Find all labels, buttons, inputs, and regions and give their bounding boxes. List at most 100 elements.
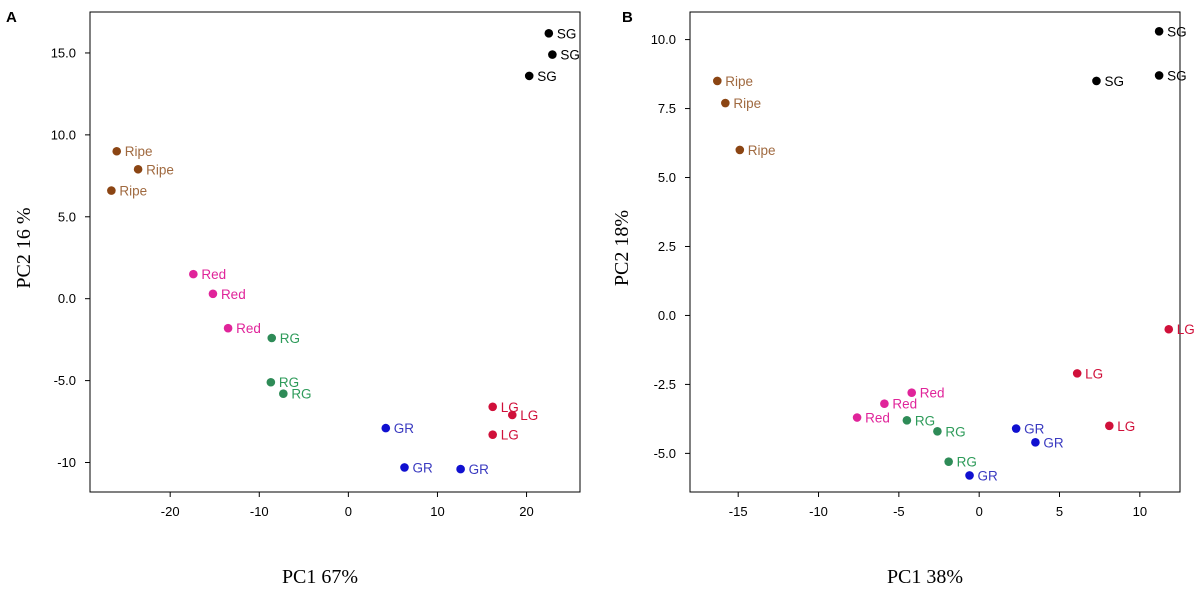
panel-b-point-lg-14 — [1105, 421, 1114, 431]
panel-b-point-label-12: LG — [1177, 322, 1195, 337]
panel-b-x-tick-label-0: -15 — [729, 504, 748, 519]
panel-b-point-ripe-5 — [735, 145, 745, 155]
panel-a-point-label-6: Red — [201, 267, 226, 282]
panel-b-point-label-5: Ripe — [748, 143, 776, 158]
panel-b-point-label-10: RG — [945, 424, 965, 439]
panel-b-point-label-17: GR — [978, 468, 999, 483]
panel-a-y-tick-label-2: 5.0 — [58, 209, 76, 224]
panel-b-point-label-1: SG — [1167, 68, 1187, 83]
panel-b-point-label-13: LG — [1085, 366, 1103, 381]
panel-b-point-label-2: SG — [1104, 74, 1124, 89]
panel-b-point-rg-11 — [944, 457, 953, 466]
panel-a-point-label-11: RG — [291, 387, 311, 402]
panel-b-point-lg-13 — [1072, 369, 1082, 378]
panel-b-point-rg-10 — [933, 427, 942, 436]
panel-a-point-label-10: RG — [279, 375, 299, 390]
panel-b-point-gr-16 — [1031, 438, 1040, 447]
panel-b-y-tick-label-2: 5.0 — [658, 170, 676, 185]
panel-b-point-label-16: GR — [1043, 435, 1064, 450]
panel-b-point-gr-17 — [965, 471, 974, 480]
panel-a-point-label-9: RG — [280, 331, 300, 346]
panel-b-point-gr-15 — [1011, 424, 1021, 433]
panel-a-point-label-14: LG — [501, 428, 519, 443]
panel-a-point-red-8 — [223, 323, 233, 333]
panel-a-point-red-6 — [189, 269, 198, 279]
panel-b-ticks: -15 -10 -5 0 5 10 10.0 7.5 5.0 2.5 0.0 -2.5 -5.0 — [651, 32, 1147, 519]
panel-a-point-label-3: Ripe — [125, 144, 153, 159]
panel-a-point-gr-15 — [381, 423, 391, 433]
panel-a-point-label-8: Red — [236, 321, 261, 336]
panel-a-point-label-15: GR — [394, 421, 415, 436]
panel-a-y-axis-label: PC2 16 % — [13, 207, 35, 288]
panel-b-point-label-3: Ripe — [725, 74, 753, 89]
panel-b-y-tick-label-5: -2.5 — [654, 377, 676, 392]
panel-a-ticks: -20 -10 0 10 20 15.0 10.0 5.0 0.0 -5.0 -10 — [51, 45, 534, 519]
panel-b-point-label-11: RG — [957, 455, 977, 470]
panel-a-point-rg-11 — [279, 389, 288, 399]
panel-b-point-red-7 — [880, 399, 889, 409]
panel-a-y-tick-label-3: 0.0 — [58, 291, 76, 306]
panel-a-point-label-0: SG — [557, 26, 577, 41]
panel-b-y-tick-label-0: 10.0 — [651, 32, 676, 47]
panel-a-point-gr-16 — [400, 463, 409, 472]
panel-a-point-label-5: Ripe — [119, 184, 147, 199]
panel-b-point-label-4: Ripe — [733, 96, 761, 111]
panel-b-x-axis-label: PC1 38% — [887, 566, 963, 588]
panel-b-x-tick-label-1: -10 — [809, 504, 828, 519]
panel-a-points: SGSGSGRipeRipeRipeRedRedRedRGRGRGLGLGLGG… — [107, 26, 580, 477]
panel-a-point-label-12: LG — [501, 400, 519, 415]
panel-b-point-label-14: LG — [1117, 419, 1135, 434]
panel-a-point-lg-14 — [488, 430, 497, 439]
panel-a-y-tick-label-4: -5.0 — [54, 373, 76, 388]
panel-b-x-tick-label-3: 0 — [976, 504, 983, 519]
panel-b-point-lg-12 — [1164, 324, 1174, 334]
panel-a-x-axis-label: PC1 67% — [282, 566, 358, 588]
panel-a-label: A — [6, 9, 17, 26]
panel-b-point-sg-2 — [1092, 76, 1101, 86]
panel-a-x-tick-label-2: 0 — [345, 504, 352, 519]
panel-a-point-sg-2 — [524, 71, 534, 81]
panel-b-y-tick-label-4: 0.0 — [658, 308, 676, 323]
panel-a-x-tick-label-4: 20 — [519, 504, 533, 519]
panel-b-point-rg-9 — [902, 415, 912, 425]
panel-b-x-tick-label-4: 5 — [1056, 504, 1063, 519]
panel-b-x-tick-label-2: -5 — [893, 504, 905, 519]
panel-a-point-label-16: GR — [412, 460, 433, 475]
panel-a-point-ripe-4 — [133, 164, 143, 174]
panel-a-point-label-1: SG — [560, 48, 580, 63]
panel-a-point-red-7 — [208, 289, 218, 299]
panel-a-point-lg-13 — [507, 410, 517, 420]
panel-a-point-gr-17 — [456, 464, 465, 474]
panel-a-point-label-7: Red — [221, 287, 246, 302]
panel-b-point-red-6 — [907, 388, 917, 397]
panel-a-point-rg-10 — [266, 377, 276, 387]
panel-b-y-tick-label-6: -5.0 — [654, 446, 676, 461]
panel-b-x-tick-label-5: 10 — [1133, 504, 1147, 519]
panel-b-label: B — [622, 9, 633, 26]
panel-a-x-tick-label-1: -10 — [250, 504, 269, 519]
panel-a-point-label-4: Ripe — [146, 162, 174, 177]
panel-a-y-tick-label-0: 15.0 — [51, 45, 76, 60]
panel-b-point-label-6: Red — [920, 386, 945, 401]
panel-b-point-ripe-4 — [721, 98, 730, 108]
panel-b-y-tick-label-3: 2.5 — [658, 239, 676, 254]
panel-b: B -15 -10 -5 0 5 10 10.0 7.5 5.0 2.5 0.0 -2.5 -5.0 S… — [611, 9, 1195, 588]
panel-b-point-label-8: Red — [865, 411, 890, 426]
panel-b-point-ripe-3 — [713, 76, 722, 86]
panel-b-point-red-8 — [852, 413, 862, 422]
panel-a-point-label-2: SG — [537, 69, 557, 84]
panel-a-plot-frame — [89, 11, 581, 493]
panel-b-point-label-7: Red — [892, 397, 917, 412]
panel-b-point-sg-0 — [1154, 27, 1164, 36]
panel-a-point-sg-1 — [548, 50, 557, 59]
panel-b-point-label-0: SG — [1167, 24, 1187, 39]
panel-a-x-tick-label-0: -20 — [161, 504, 180, 519]
panel-a-point-lg-12 — [488, 402, 497, 412]
panel-a-point-ripe-5 — [107, 186, 116, 195]
panel-b-point-label-9: RG — [915, 413, 935, 428]
panel-a-point-rg-9 — [267, 333, 277, 343]
panel-b-plot-frame — [689, 11, 1181, 493]
panel-a-y-tick-label-5: -10 — [57, 455, 76, 470]
panel-a-point-ripe-3 — [112, 146, 122, 156]
